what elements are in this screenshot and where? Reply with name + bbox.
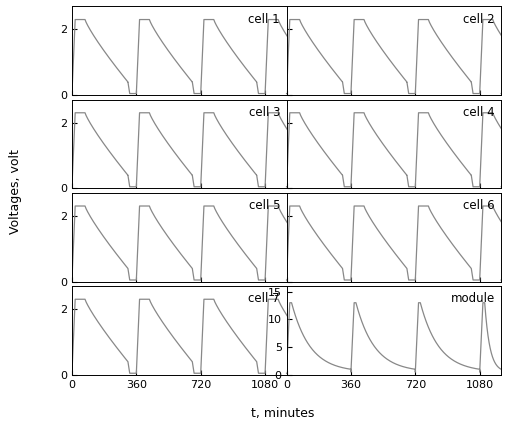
Text: cell 6: cell 6 <box>463 199 494 212</box>
Text: cell 7: cell 7 <box>248 292 280 305</box>
Text: module: module <box>450 292 494 305</box>
Text: cell 3: cell 3 <box>249 106 280 119</box>
Text: cell 1: cell 1 <box>248 13 280 26</box>
Text: cell 4: cell 4 <box>463 106 494 119</box>
Text: cell 2: cell 2 <box>463 13 494 26</box>
Text: t, minutes: t, minutes <box>251 407 315 420</box>
Text: cell 5: cell 5 <box>249 199 280 212</box>
Text: Voltages, volt: Voltages, volt <box>9 149 22 234</box>
